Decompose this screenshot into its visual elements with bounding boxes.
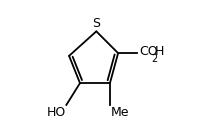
- Text: 2: 2: [151, 54, 157, 64]
- Text: CO: CO: [139, 45, 158, 58]
- Text: H: H: [155, 45, 164, 58]
- Text: Me: Me: [111, 106, 129, 119]
- Text: HO: HO: [46, 106, 66, 119]
- Text: S: S: [92, 17, 100, 30]
